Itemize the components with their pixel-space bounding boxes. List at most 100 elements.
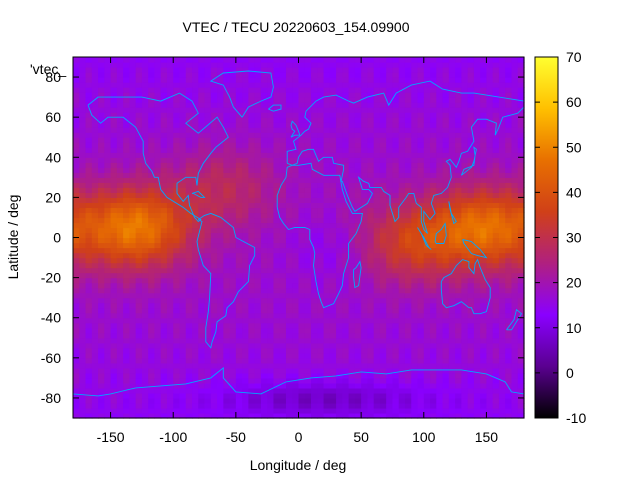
- heatmap-cell: [417, 247, 425, 254]
- heatmap-cell: [336, 152, 343, 158]
- heatmap-cell: [185, 187, 193, 193]
- heatmap-cell: [98, 207, 105, 214]
- heatmap-cell: [361, 177, 368, 183]
- heatmap-cell: [235, 202, 243, 209]
- heatmap-cell: [273, 177, 281, 183]
- heatmap-cell: [379, 147, 387, 153]
- heatmap-cell: [260, 132, 268, 138]
- heatmap-cell: [185, 272, 193, 279]
- heatmap-cell: [367, 137, 375, 143]
- heatmap-cell: [417, 182, 425, 188]
- heatmap-cell: [217, 102, 224, 108]
- heatmap-cell: [85, 202, 93, 209]
- heatmap-cell: [123, 312, 130, 319]
- heatmap-cell: [461, 177, 469, 183]
- heatmap-cell: [267, 167, 275, 173]
- heatmap-cell: [417, 242, 425, 249]
- heatmap-cell: [492, 327, 500, 334]
- heatmap-cell: [304, 122, 312, 128]
- heatmap-cell: [160, 327, 168, 334]
- heatmap-cell: [173, 162, 181, 168]
- heatmap-cell: [517, 292, 525, 299]
- heatmap-cell: [492, 72, 500, 78]
- heatmap-cell: [379, 102, 387, 108]
- heatmap-cell: [229, 372, 237, 379]
- heatmap-cell: [217, 207, 224, 214]
- heatmap-cell: [148, 292, 156, 299]
- heatmap-cell: [279, 127, 287, 133]
- heatmap-cell: [411, 147, 419, 153]
- heatmap-cell: [242, 252, 249, 259]
- heatmap-cell: [517, 87, 525, 93]
- heatmap-cell: [492, 317, 500, 324]
- heatmap-cell: [467, 242, 475, 249]
- heatmap-cell: [91, 177, 99, 183]
- heatmap-cell: [141, 207, 149, 214]
- heatmap-cell: [492, 172, 500, 178]
- heatmap-cell: [248, 357, 256, 364]
- heatmap-cell: [430, 152, 437, 158]
- heatmap-cell: [73, 372, 80, 379]
- heatmap-cell: [141, 252, 149, 259]
- heatmap-cell: [430, 377, 437, 384]
- heatmap-cell: [129, 152, 137, 158]
- heatmap-cell: [185, 332, 193, 339]
- heatmap-cell: [173, 177, 181, 183]
- heatmap-cell: [192, 142, 199, 148]
- heatmap-cell: [311, 187, 318, 193]
- heatmap-cell: [173, 337, 181, 344]
- heatmap-cell: [379, 97, 387, 103]
- heatmap-cell: [179, 137, 187, 143]
- heatmap-cell: [129, 367, 137, 374]
- heatmap-cell: [517, 82, 525, 88]
- heatmap-cell: [323, 217, 331, 224]
- heatmap-cell: [85, 342, 93, 349]
- heatmap-cell: [185, 382, 193, 389]
- heatmap-cell: [135, 157, 143, 163]
- heatmap-cell: [129, 387, 137, 394]
- heatmap-cell: [279, 337, 287, 344]
- heatmap-cell: [204, 102, 212, 108]
- heatmap-cell: [248, 262, 256, 269]
- heatmap-cell: [411, 102, 419, 108]
- heatmap-cell: [285, 142, 293, 148]
- heatmap-cell: [317, 392, 325, 399]
- heatmap-cell: [185, 327, 193, 334]
- heatmap-cell: [185, 232, 193, 239]
- heatmap-cell: [198, 152, 206, 158]
- heatmap-cell: [148, 327, 156, 334]
- heatmap-cell: [141, 162, 149, 168]
- heatmap-cell: [73, 257, 80, 264]
- heatmap-cell: [123, 87, 130, 93]
- heatmap-cell: [317, 232, 325, 239]
- heatmap-cell: [411, 127, 419, 133]
- heatmap-cell: [129, 292, 137, 299]
- heatmap-cell: [104, 167, 112, 173]
- heatmap-cell: [229, 172, 237, 178]
- heatmap-cell: [361, 412, 368, 419]
- heatmap-cell: [348, 147, 356, 153]
- heatmap-cell: [154, 82, 162, 88]
- heatmap-cell: [304, 252, 312, 259]
- heatmap-cell: [267, 122, 275, 128]
- heatmap-cell: [229, 292, 237, 299]
- heatmap-cell: [373, 317, 381, 324]
- heatmap-cell: [154, 357, 162, 364]
- heatmap-cell: [373, 322, 381, 329]
- heatmap-cell: [354, 97, 362, 103]
- heatmap-cell: [223, 277, 231, 284]
- heatmap-cell: [192, 337, 199, 344]
- heatmap-cell: [198, 177, 206, 183]
- heatmap-cell: [123, 292, 130, 299]
- heatmap-cell: [273, 257, 281, 264]
- heatmap-cell: [430, 362, 437, 369]
- heatmap-cell: [98, 372, 105, 379]
- heatmap-cell: [141, 82, 149, 88]
- heatmap-cell: [279, 162, 287, 168]
- heatmap-cell: [361, 147, 368, 153]
- heatmap-cell: [173, 262, 181, 269]
- heatmap-cell: [480, 102, 488, 108]
- heatmap-cell: [398, 207, 406, 214]
- heatmap-cell: [85, 257, 93, 264]
- heatmap-cell: [505, 362, 513, 369]
